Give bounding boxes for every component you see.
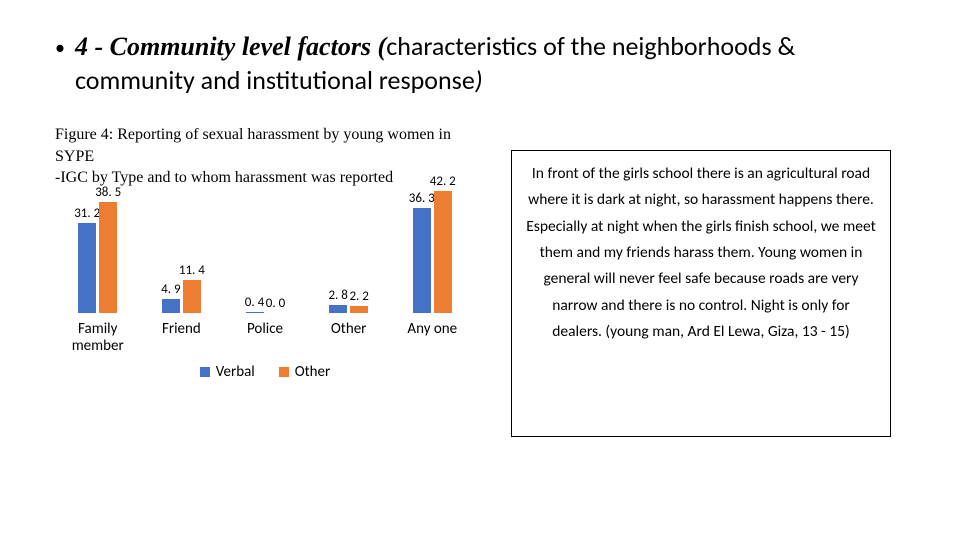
bar-chart: 31. 238. 5Family member4. 911. 4Friend0.… (55, 207, 475, 437)
bar-verbal: 36. 3 (413, 208, 431, 313)
bar-verbal: 2. 8 (329, 305, 347, 313)
heading-row: • 4 - Community level factors (character… (55, 30, 905, 96)
bar-verbal: 0. 4 (246, 312, 264, 313)
bar-value-label: 36. 3 (409, 191, 435, 206)
legend-other-label: Other (295, 363, 331, 381)
bar-value-label: 11. 4 (179, 263, 205, 278)
bar-other: 38. 5 (99, 202, 117, 313)
bar-other: 2. 2 (350, 306, 368, 312)
chart-group: 0. 40. 0 Police (228, 183, 301, 357)
quote-text: In front of the girls school there is an… (526, 164, 876, 341)
bar-value-label: 0. 4 (245, 295, 264, 310)
bar-value-label: 31. 2 (74, 206, 100, 221)
heading-close: ) (475, 64, 483, 96)
bar-other: 42. 2 (434, 191, 452, 313)
legend-verbal: Verbal (200, 363, 255, 381)
figure-caption: Figure 4: Reporting of sexual harassment… (55, 124, 485, 189)
bullet-icon: • (55, 36, 65, 60)
category-label: Family member (61, 321, 134, 357)
bar-other: 11. 4 (183, 280, 201, 313)
chart-group: 4. 911. 4Friend (145, 183, 218, 357)
bar-value-label: 2. 2 (349, 289, 368, 304)
category-label: Any one (407, 321, 457, 357)
category-label: Other (331, 321, 367, 357)
swatch-other (279, 367, 289, 377)
swatch-verbal (200, 367, 210, 377)
bar-verbal: 4. 9 (162, 299, 180, 313)
caption-line1: Figure 4: Reporting of sexual harassment… (55, 124, 485, 167)
quote-box: In front of the girls school there is an… (511, 150, 891, 437)
bar-value-label: 2. 8 (328, 288, 347, 303)
slide-heading: 4 - Community level factors (characteris… (75, 30, 905, 96)
category-label: Police (247, 321, 283, 357)
chart-group: 31. 238. 5Family member (61, 183, 134, 357)
bar-value-label: 38. 5 (95, 185, 121, 200)
bar-verbal: 31. 2 (78, 223, 96, 313)
chart-group: 36. 342. 2 Any one (396, 183, 469, 357)
bar-value-label: 0. 0 (266, 296, 285, 311)
heading-bold: 4 - Community level factors ( (75, 32, 386, 61)
category-label: Friend (162, 321, 201, 357)
chart-group: 2. 82. 2 Other (312, 183, 385, 357)
bar-value-label: 42. 2 (430, 174, 456, 189)
chart-legend: Verbal Other (55, 363, 475, 381)
chart-column: Figure 4: Reporting of sexual harassment… (55, 124, 485, 437)
legend-verbal-label: Verbal (216, 363, 255, 381)
bar-value-label: 4. 9 (161, 282, 180, 297)
legend-other: Other (279, 363, 331, 381)
